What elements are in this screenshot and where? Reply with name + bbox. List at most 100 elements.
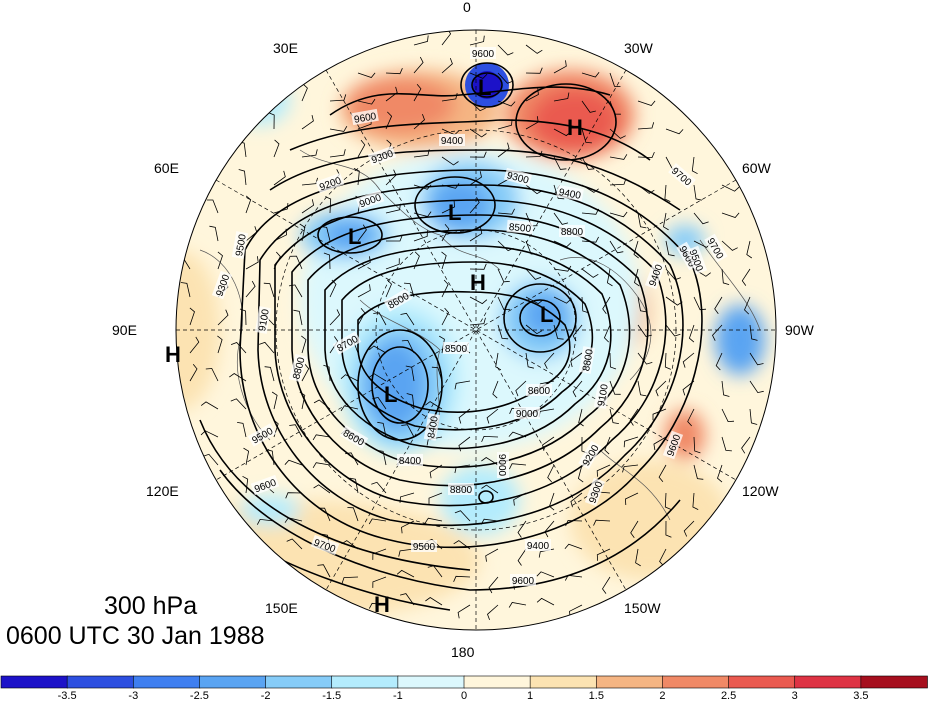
wind-barb: [721, 408, 735, 423]
wind-barb: [525, 296, 544, 305]
wind-barb: [441, 279, 449, 298]
wind-barb: [441, 93, 458, 102]
wind-barb: [665, 268, 681, 281]
wind-barb: [406, 393, 415, 410]
wind-barb: [285, 492, 303, 499]
wind-barb: [637, 380, 647, 397]
wind-barb: [721, 184, 740, 192]
wind-barb: [749, 352, 764, 366]
wind-barb: [441, 183, 460, 189]
wind-barb: [602, 576, 611, 594]
wind-barb: [515, 380, 527, 397]
wind-barb: [525, 324, 543, 335]
wind-barb: [320, 226, 331, 242]
colorbar-tick-label: -3.5: [58, 690, 77, 702]
wind-barb: [401, 339, 415, 354]
wind-barb: [189, 307, 195, 326]
wind-barb: [205, 368, 219, 382]
wind-barb: [497, 324, 509, 340]
wind-barb: [553, 184, 565, 200]
wind-barb: [357, 72, 376, 78]
wind-barb: [497, 142, 510, 158]
wind-barb: [357, 98, 376, 105]
wind-barb: [693, 436, 701, 454]
wind-barb: [749, 380, 764, 394]
wind-barb: [749, 324, 758, 341]
wind-barb: [289, 424, 303, 438]
wind-barb: [357, 139, 366, 158]
wind-barb: [245, 195, 252, 214]
colorbar-swatch: [0, 675, 68, 689]
wind-barb: [413, 251, 420, 270]
wind-barb: [682, 352, 695, 368]
wind-barb: [609, 352, 617, 370]
wind-barb: [508, 602, 527, 608]
wind-barb: [637, 352, 653, 365]
wind-barb: [721, 380, 730, 397]
wind-barb: [441, 251, 447, 270]
wind-barb: [313, 399, 331, 410]
wind-barb: [623, 436, 639, 448]
wind-barb: [385, 111, 393, 130]
wind-barb: [687, 408, 695, 427]
wind-barb: [665, 240, 675, 257]
colorbar-tick-label: 2.5: [721, 690, 736, 702]
wind-barb: [329, 279, 337, 298]
wind-barb: [453, 540, 471, 550]
wind-barb: [386, 235, 403, 242]
wind-barb: [200, 401, 219, 410]
wind-barb: [469, 72, 488, 79]
wind-barb: [286, 538, 303, 550]
lon-label-30w: 30W: [624, 40, 654, 56]
wind-barb: [665, 520, 672, 538]
wind-barb: [399, 492, 415, 503]
wind-barb: [469, 171, 482, 186]
wind-barb: [509, 463, 527, 470]
wind-barb: [663, 212, 669, 231]
wind-barb: [717, 464, 723, 483]
wind-barb: [230, 398, 247, 410]
wind-barb: [525, 88, 539, 102]
wind-barb: [312, 434, 331, 441]
wind-barb: [469, 35, 485, 46]
wind-barb: [398, 548, 415, 557]
wind-barb: [497, 119, 513, 130]
colorbar-swatch: [728, 675, 796, 689]
lon-label-150w: 150W: [624, 600, 661, 616]
wind-barb: [323, 252, 331, 270]
wind-barb: [385, 86, 398, 102]
wind-barb: [553, 92, 570, 102]
wind-barb: [340, 405, 359, 412]
wind-barb: [693, 184, 702, 201]
contour-label: 9500: [413, 542, 436, 553]
wind-barb: [428, 492, 443, 505]
colorbar-swatch: [529, 675, 598, 689]
wind-barb: [413, 83, 422, 102]
wind-barb: [609, 154, 628, 160]
wind-barb: [301, 199, 315, 214]
wind-barb: [581, 296, 589, 314]
pressure-centers: L H L L H L L H H: [165, 75, 583, 617]
wind-barb: [572, 324, 583, 342]
wind-barb: [721, 212, 740, 218]
wind-barb: [553, 60, 567, 74]
wind-barb: [273, 139, 280, 158]
wind-barb: [581, 236, 599, 243]
wind-barb: [547, 464, 555, 483]
contour-label: 8400: [399, 456, 422, 467]
wind-barb: [237, 422, 247, 438]
colorbar-swatch: [860, 675, 928, 689]
wind-barb: [273, 202, 289, 214]
wind-barb: [413, 113, 425, 130]
wind-barb: [243, 447, 250, 466]
wind-barb: [469, 263, 487, 270]
wind-barb: [413, 230, 428, 242]
wind-barb: [413, 35, 429, 46]
lon-label-30e: 30E: [273, 40, 298, 56]
colorbar-swatch: [794, 675, 862, 689]
wind-barb: [372, 548, 387, 560]
wind-barb: [637, 296, 647, 313]
contour-label: 9000: [516, 409, 539, 420]
longitude-labels: 0 30W 60W 90W 120W 150W 180 150E 120E 90…: [112, 0, 815, 660]
wind-barb: [377, 421, 387, 438]
